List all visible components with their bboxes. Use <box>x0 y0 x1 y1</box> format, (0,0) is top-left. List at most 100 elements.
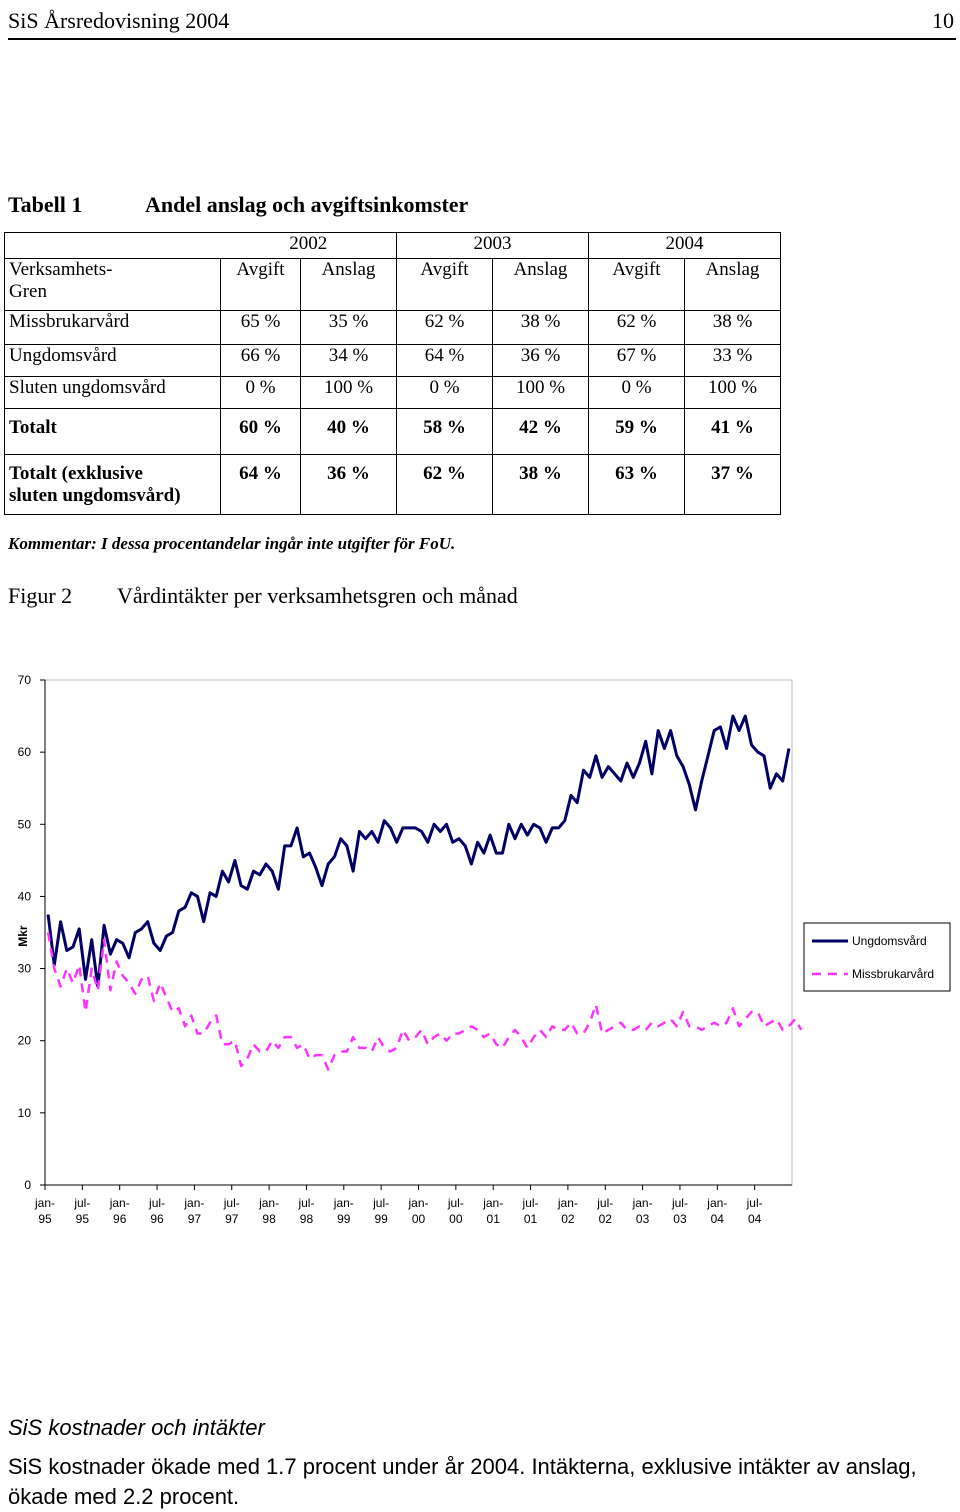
series-line-missbrukarvard <box>46 932 803 1071</box>
table-comment: Kommentar: I dessa procentandelar ingår … <box>8 534 456 553</box>
x-tick-label-line: jul- <box>671 1196 688 1210</box>
x-tick-label-line: jul- <box>73 1196 90 1210</box>
column-header: Anslag <box>300 258 397 311</box>
column-header: Avgift <box>220 258 301 311</box>
x-tick-label: jan- 98 <box>258 1196 279 1226</box>
table-cell: 38 % <box>492 454 589 515</box>
x-tick-label: jan- 04 <box>706 1196 727 1226</box>
year-header: 2002 <box>220 232 397 259</box>
x-tick-label: jul- 96 <box>148 1196 165 1226</box>
x-tick-label-line: jan- <box>706 1196 727 1210</box>
figure-label: Figur 2 <box>8 583 73 608</box>
x-tick-label-line: jul- <box>746 1196 763 1210</box>
x-tick-label-line: jul- <box>148 1196 165 1210</box>
x-tick-label-line: jan- <box>183 1196 204 1210</box>
x-tick-label-line: 03 <box>673 1212 687 1226</box>
y-tick-label: 0 <box>24 1178 31 1192</box>
x-tick-label-line: 96 <box>150 1212 164 1226</box>
x-tick-label: jan- 97 <box>183 1196 204 1226</box>
table-cell: 67 % <box>588 344 685 377</box>
x-tick-label-line: 03 <box>636 1212 650 1226</box>
row-label: Ungdomsvård <box>4 344 221 377</box>
x-tick-label-line: 95 <box>38 1212 52 1226</box>
table-row: Sluten ungdomsvård 0 % 100 % 0 % 100 % 0… <box>4 376 781 409</box>
table-cell: 66 % <box>220 344 301 377</box>
table-cell: 60 % <box>220 408 301 455</box>
table-row: Missbrukarvård 65 % 35 % 62 % 38 % 62 % … <box>4 310 781 345</box>
table-cell: 0 % <box>396 376 493 409</box>
year-header-row: 2002 2003 2004 <box>4 232 781 259</box>
series-group <box>46 714 803 1071</box>
page-number: 10 <box>932 8 954 33</box>
x-tick-label: jul- 95 <box>73 1196 90 1226</box>
x-tick-label: jul- 02 <box>596 1196 613 1226</box>
table-cell: 35 % <box>300 310 397 345</box>
table-cell: 38 % <box>492 310 589 345</box>
y-tick-label: 30 <box>18 962 32 976</box>
x-tick-label-line: 96 <box>113 1212 127 1226</box>
x-tick-label-line: jul- <box>223 1196 240 1210</box>
table-cell: 62 % <box>396 310 493 345</box>
table-cell: 64 % <box>396 344 493 377</box>
table-cell: 58 % <box>396 408 493 455</box>
table-cell: 100 % <box>300 376 397 409</box>
x-tick-label-line: jan- <box>34 1196 55 1210</box>
x-tick-label-line: jan- <box>632 1196 653 1210</box>
x-tick-label: jan- 99 <box>333 1196 354 1226</box>
figure-title: Vårdintäkter per verksamhetsgren och mån… <box>117 583 518 608</box>
y-tick-label: 70 <box>18 673 32 687</box>
y-tick-label: 10 <box>18 1106 32 1120</box>
table-cell: 0 % <box>220 376 301 409</box>
table-cell: 40 % <box>300 408 397 455</box>
x-axis: jan-95jul-95jan-96jul-96jan-97jul-97jan-… <box>34 1184 792 1226</box>
x-tick-label: jan- 02 <box>557 1196 578 1226</box>
y-tick-label: 60 <box>18 745 32 759</box>
table-cell: 38 % <box>684 310 781 345</box>
table-cell: 36 % <box>492 344 589 377</box>
y-tick-label: 40 <box>18 889 32 903</box>
legend-box <box>803 922 951 992</box>
section-title: SiS kostnader och intäkter <box>8 1415 265 1440</box>
x-tick-label: jan- 00 <box>407 1196 428 1226</box>
x-tick-label: jan- 95 <box>34 1196 55 1226</box>
table-cell: 33 % <box>684 344 781 377</box>
x-tick-label-line: jul- <box>522 1196 539 1210</box>
column-header-gren: Verksamhets- Gren <box>4 258 221 311</box>
plot-frame <box>44 679 793 1186</box>
x-tick-label-line: jan- <box>407 1196 428 1210</box>
row-label: Sluten ungdomsvård <box>4 376 221 409</box>
table-cell: 37 % <box>684 454 781 515</box>
y-tick-label: 50 <box>18 817 32 831</box>
y-tick-label: 20 <box>18 1034 32 1048</box>
table-cell: 100 % <box>684 376 781 409</box>
table-cell: 65 % <box>220 310 301 345</box>
x-tick-label-line: 97 <box>188 1212 202 1226</box>
x-tick-label-line: 01 <box>524 1212 538 1226</box>
x-tick-label: jul- 01 <box>522 1196 539 1226</box>
x-tick-label-line: 98 <box>300 1212 314 1226</box>
table-cell: 41 % <box>684 408 781 455</box>
table-cell: 100 % <box>492 376 589 409</box>
x-tick-label-line: jan- <box>109 1196 130 1210</box>
table-cell: 36 % <box>300 454 397 515</box>
column-header: Avgift <box>588 258 685 311</box>
table-corner <box>4 232 221 259</box>
x-tick-label-line: 99 <box>337 1212 351 1226</box>
table-cell: 64 % <box>220 454 301 515</box>
column-header: Anslag <box>492 258 589 311</box>
total-excl-row: Totalt (exklusive sluten ungdomsvård) 64… <box>4 454 781 515</box>
table-label: Tabell 1 <box>8 192 83 217</box>
total-row: Totalt 60 % 40 % 58 % 42 % 59 % 41 % <box>4 408 781 455</box>
table-title: Andel anslag och avgiftsinkomster <box>145 192 469 217</box>
section-body: SiS kostnader ökade med 1.7 procent unde… <box>8 1454 917 1509</box>
x-tick-label-line: jan- <box>258 1196 279 1210</box>
x-tick-label-line: jul- <box>447 1196 464 1210</box>
row-label: Totalt <box>4 408 221 455</box>
subheader-row: Verksamhets- Gren Avgift Anslag Avgift A… <box>4 258 781 311</box>
x-tick-label: jul- 99 <box>372 1196 389 1226</box>
x-tick-label-line: jul- <box>372 1196 389 1210</box>
x-tick-label-line: 97 <box>225 1212 239 1226</box>
table-cell: 0 % <box>588 376 685 409</box>
table-row: Ungdomsvård 66 % 34 % 64 % 36 % 67 % 33 … <box>4 344 781 377</box>
